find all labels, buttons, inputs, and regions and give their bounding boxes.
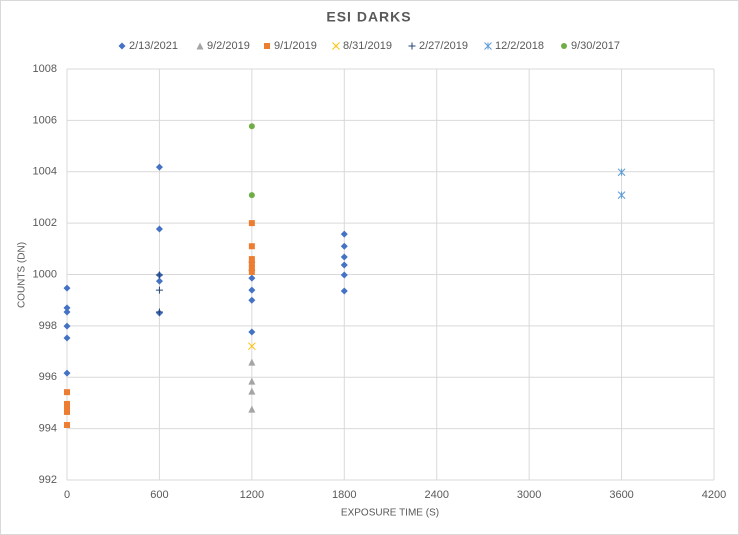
data-point — [248, 274, 256, 282]
x-tick-label: 1800 — [332, 489, 356, 501]
legend-label: 9/2/2019 — [207, 40, 250, 52]
data-point — [248, 405, 256, 413]
data-point — [248, 268, 255, 275]
x-axis-title: EXPOSURE TIME (S) — [341, 508, 439, 519]
legend-marker — [264, 43, 270, 49]
x-tick-label: 600 — [150, 489, 168, 501]
x-tick-label: 3000 — [517, 489, 541, 501]
legend-marker — [484, 42, 492, 50]
legend-marker — [561, 43, 567, 49]
data-point — [155, 163, 163, 171]
legend-marker — [408, 42, 416, 50]
data-point — [63, 369, 71, 377]
data-point — [248, 358, 256, 366]
data-point — [63, 284, 71, 292]
data-point — [155, 225, 163, 233]
data-point — [155, 286, 163, 294]
data-point — [155, 277, 163, 285]
y-axis-title: COUNTS (DN) — [17, 242, 28, 308]
y-tick-label: 994 — [39, 423, 57, 435]
data-point — [63, 304, 71, 312]
data-point — [248, 377, 256, 385]
data-point — [63, 322, 71, 330]
data-point — [617, 168, 626, 177]
y-tick-label: 1004 — [33, 166, 57, 178]
data-point — [248, 286, 256, 294]
data-point — [64, 422, 70, 429]
data-point — [63, 308, 71, 316]
legend-label: 9/1/2019 — [274, 40, 317, 52]
data-point — [248, 256, 255, 263]
x-tick-label: 3600 — [609, 489, 633, 501]
legend-label: 9/30/2017 — [571, 40, 620, 52]
legend-marker — [196, 42, 204, 50]
data-point — [248, 342, 256, 351]
x-tick-label: 0 — [64, 489, 70, 501]
y-tick-label: 1008 — [33, 63, 57, 75]
data-point — [248, 387, 256, 395]
y-tick-label: 996 — [39, 371, 57, 383]
legend-label: 2/13/2021 — [129, 40, 178, 52]
data-point — [617, 191, 626, 199]
data-point — [340, 271, 348, 279]
y-tick-label: 998 — [39, 320, 57, 332]
data-point — [64, 408, 70, 415]
data-point — [63, 334, 71, 342]
data-point — [248, 192, 255, 199]
y-tick-label: 992 — [39, 474, 57, 486]
data-point — [340, 253, 348, 261]
x-tick-label: 1200 — [240, 489, 264, 501]
data-point — [340, 242, 348, 250]
data-point — [64, 389, 70, 396]
y-tick-label: 1006 — [33, 114, 57, 126]
legend-label: 12/2/2018 — [495, 40, 544, 52]
x-tick-label: 4200 — [702, 489, 726, 501]
x-tick-label: 2400 — [424, 489, 448, 501]
data-point — [155, 271, 163, 279]
data-point — [248, 328, 256, 336]
data-point — [340, 230, 348, 238]
data-point — [248, 296, 256, 304]
data-point — [340, 261, 348, 269]
legend-label: 8/31/2019 — [343, 40, 392, 52]
y-tick-label: 1000 — [33, 268, 57, 280]
data-point — [248, 123, 255, 130]
data-point — [155, 308, 163, 316]
legend-marker — [332, 42, 340, 50]
data-point — [340, 287, 348, 295]
legend-marker — [118, 42, 126, 50]
data-point — [248, 243, 255, 250]
chart-title: ESI DARKS — [326, 9, 411, 25]
legend-label: 2/27/2019 — [419, 40, 468, 52]
data-point — [248, 220, 255, 227]
y-tick-label: 1002 — [33, 217, 57, 229]
